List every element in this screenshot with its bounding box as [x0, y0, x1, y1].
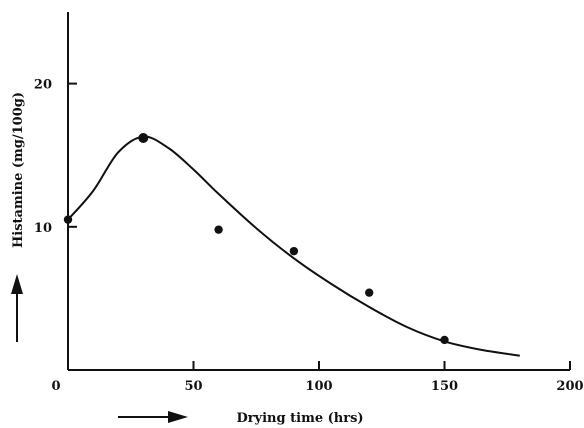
data-point [365, 288, 374, 297]
x-tick-label-200: 200 [556, 379, 583, 394]
x-tick-label-100: 100 [305, 379, 332, 394]
axes [67, 12, 570, 371]
x-tick-label-0: 0 [51, 379, 60, 394]
data-point [214, 225, 223, 234]
data-point [138, 133, 149, 144]
y-tick-label-10: 10 [34, 221, 52, 236]
data-points [63, 133, 449, 345]
data-point [63, 215, 73, 224]
x-direction-arrow [118, 411, 188, 423]
data-point [289, 246, 299, 256]
tick-labels: 0 50 100 150 200 10 20 [34, 78, 584, 394]
y-tick-label-20: 20 [34, 78, 52, 93]
x-tick-label-50: 50 [184, 379, 202, 394]
fitted-curve [67, 135, 520, 357]
x-axis-label: Drying time (hrs) [236, 411, 363, 426]
y-direction-arrow [11, 274, 23, 342]
x-tick-label-150: 150 [431, 379, 458, 394]
tick-marks [68, 82, 571, 370]
y-axis-label: Histamine (mg/100g) [11, 92, 26, 248]
data-point [440, 335, 449, 345]
